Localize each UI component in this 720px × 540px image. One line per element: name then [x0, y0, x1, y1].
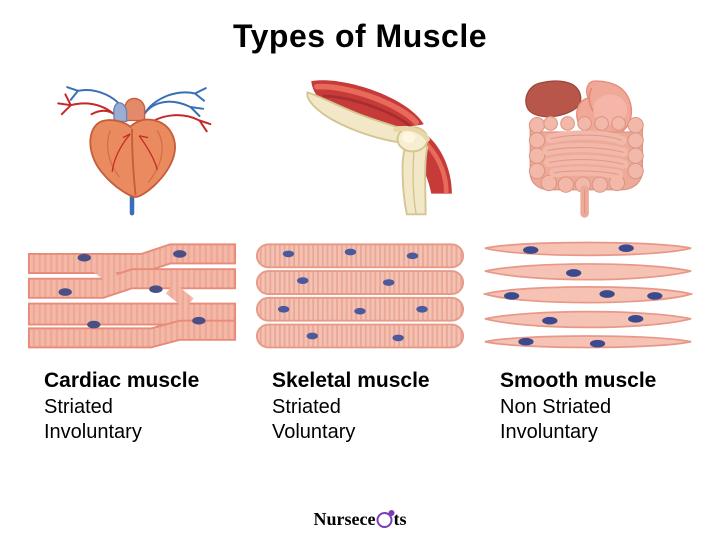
- digestive-illustration: [488, 63, 688, 223]
- cardiac-prop-1: Striated: [44, 395, 242, 420]
- watermark-text-right: ts: [393, 509, 406, 530]
- heart-illustration: [32, 63, 232, 223]
- skeletal-name: Skeletal muscle: [272, 369, 470, 393]
- muscle-grid: Cardiac muscle Striated Involuntary: [0, 63, 720, 445]
- smooth-name: Smooth muscle: [500, 369, 698, 393]
- stethoscope-icon: [376, 512, 392, 528]
- column-smooth: Smooth muscle Non Striated Involuntary: [478, 63, 698, 445]
- smooth-prop-1: Non Striated: [500, 395, 698, 420]
- skeletal-prop-2: Voluntary: [272, 420, 470, 445]
- smooth-labels: Smooth muscle Non Striated Involuntary: [478, 369, 698, 445]
- cardiac-name: Cardiac muscle: [44, 369, 242, 393]
- smooth-prop-2: Involuntary: [500, 420, 698, 445]
- skeletal-fiber-illustration: [250, 229, 470, 359]
- cardiac-labels: Cardiac muscle Striated Involuntary: [22, 369, 242, 445]
- page-title: Types of Muscle: [0, 0, 720, 55]
- watermark-text-left: Nursece: [314, 509, 376, 530]
- watermark-logo: Nursece ts: [314, 509, 407, 530]
- column-skeletal: Skeletal muscle Striated Voluntary: [250, 63, 470, 445]
- cardiac-prop-2: Involuntary: [44, 420, 242, 445]
- cardiac-fiber-illustration: [22, 229, 242, 359]
- smooth-fiber-illustration: [478, 229, 698, 359]
- column-cardiac: Cardiac muscle Striated Involuntary: [22, 63, 242, 445]
- skeletal-prop-1: Striated: [272, 395, 470, 420]
- skeletal-labels: Skeletal muscle Striated Voluntary: [250, 369, 470, 445]
- elbow-illustration: [260, 63, 460, 223]
